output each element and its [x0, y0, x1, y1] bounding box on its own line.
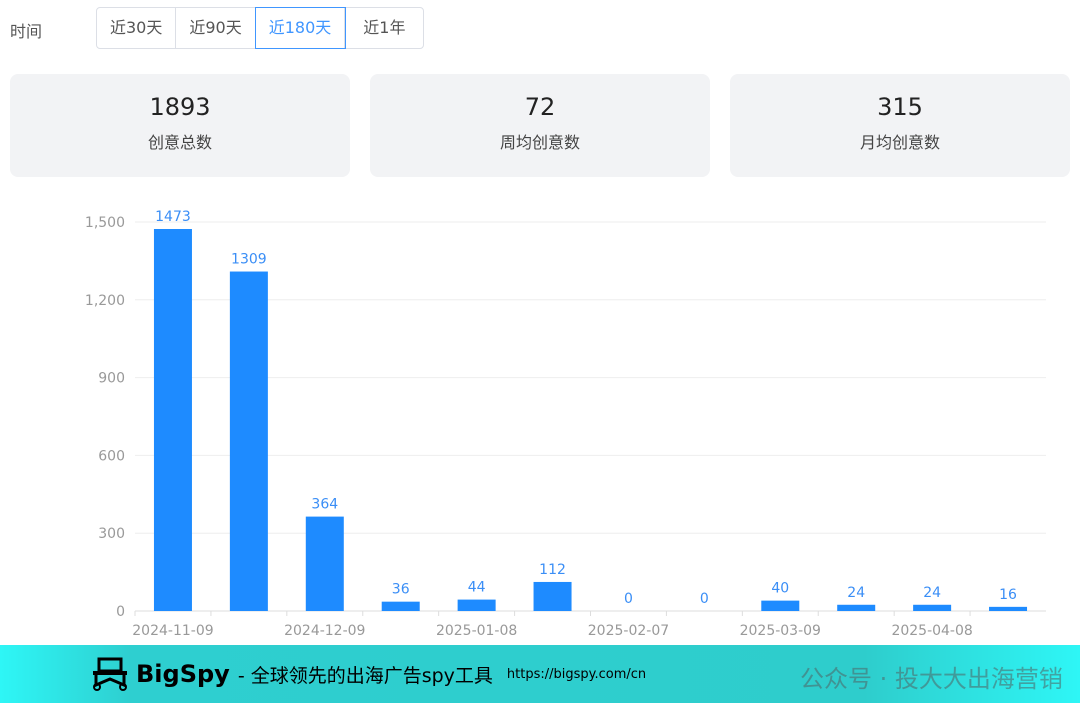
time-range-selector: 近30天 近90天 近180天 近1年	[96, 7, 425, 49]
x-tick-label: 2024-11-09	[132, 623, 213, 639]
bar[interactable]	[229, 271, 268, 611]
x-tick-label: 2025-04-08	[891, 623, 972, 639]
bar-value-label: 1309	[231, 252, 267, 268]
bar[interactable]	[305, 516, 344, 611]
x-tick-label: 2025-01-08	[436, 623, 517, 639]
stat-card-total: 1893 创意总数	[10, 74, 350, 177]
range-180d-button[interactable]: 近180天	[254, 7, 347, 49]
y-tick-label: 1,500	[85, 215, 125, 231]
x-tick-label: 2025-03-09	[740, 623, 821, 639]
bar-value-label: 112	[539, 562, 566, 578]
range-1y-button[interactable]: 近1年	[363, 18, 406, 37]
stat-label: 周均创意数	[499, 133, 580, 152]
bar-value-label: 36	[392, 582, 410, 598]
bar-value-label: 16	[999, 587, 1017, 603]
y-tick-label: 0	[116, 604, 125, 620]
bar[interactable]	[533, 581, 572, 611]
brand-name: BigSpy	[136, 660, 230, 688]
stat-label: 创意总数	[147, 133, 212, 152]
range-30d-button[interactable]: 近30天	[97, 8, 177, 48]
watermark: 公众号 · 投大大出海营销	[800, 665, 1063, 693]
brand-tagline: - 全球领先的出海广告spy工具	[237, 664, 493, 687]
stat-card-weekly: 72 周均创意数	[370, 74, 710, 177]
bar[interactable]	[153, 229, 192, 611]
bar-value-label: 24	[847, 585, 865, 601]
bar-value-label: 364	[311, 497, 338, 513]
stat-value: 72	[524, 93, 556, 121]
range-90d-button[interactable]: 近90天	[176, 8, 256, 48]
bar-value-label: 0	[624, 591, 633, 607]
stat-value: 1893	[149, 93, 211, 121]
bar-value-label: 24	[923, 585, 941, 601]
bar[interactable]	[913, 604, 952, 611]
time-filter-label: 时间	[10, 22, 43, 41]
bar[interactable]	[989, 606, 1028, 611]
stat-value: 315	[877, 93, 923, 121]
bar[interactable]	[457, 599, 496, 611]
bar[interactable]	[837, 604, 876, 611]
bar-value-label: 40	[771, 581, 789, 597]
bar-value-label: 1473	[155, 209, 191, 225]
bar-chart: 0 300 600 900 1,200 1,500 1473 2024-11-09 1309 36…	[85, 209, 1046, 639]
bar[interactable]	[761, 600, 800, 611]
y-tick-label: 300	[98, 526, 125, 542]
y-tick-label: 600	[98, 448, 125, 464]
stat-card-monthly: 315 月均创意数	[730, 74, 1070, 177]
bigspy-banner: BigSpy - 全球领先的出海广告spy工具 https://bigspy.c…	[0, 645, 1080, 703]
stat-label: 月均创意数	[859, 133, 940, 152]
bar-value-label: 0	[700, 591, 709, 607]
x-tick-label: 2024-12-09	[284, 623, 365, 639]
y-tick-label: 900	[98, 371, 125, 387]
brand-url[interactable]: https://bigspy.com/cn	[506, 666, 647, 682]
x-tick-label: 2025-02-07	[588, 623, 669, 639]
bar[interactable]	[381, 601, 420, 611]
y-tick-label: 1,200	[85, 293, 125, 309]
bigspy-logo-icon	[93, 657, 127, 691]
bar-value-label: 44	[468, 580, 486, 596]
